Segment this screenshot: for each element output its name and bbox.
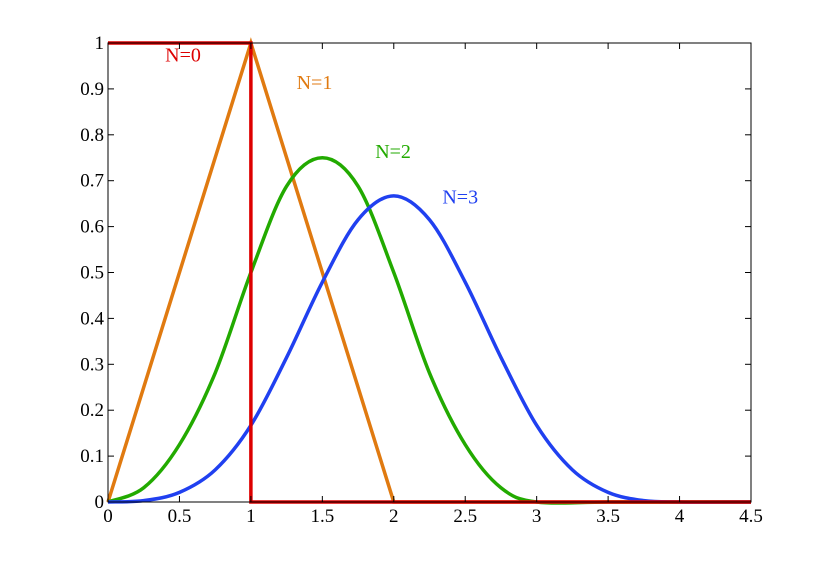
labels-layer: N=0 N=1 N=2 N=3	[165, 44, 478, 208]
y-tick-label: 1	[95, 33, 105, 54]
x-tick-label: 4.5	[739, 506, 763, 527]
x-tick-label: 2	[389, 506, 399, 527]
x-tick-label: 1	[246, 506, 256, 527]
series-label-n-3: N=3	[442, 187, 478, 209]
series-line-n-2	[107, 156, 751, 505]
y-tick-label: 0.1	[80, 446, 104, 467]
y-tick-label: 0.5	[80, 263, 104, 284]
series-line-n-1	[106, 37, 751, 504]
series-line-n-0	[108, 41, 751, 504]
y-tick-label: 0.9	[80, 79, 104, 100]
x-tick-label: 0	[103, 506, 113, 527]
x-tick-label: 1.5	[310, 506, 334, 527]
series-line-n-3	[107, 194, 752, 504]
series-label-n-0: N=0	[165, 44, 201, 66]
y-tick-label: 0.2	[80, 400, 104, 421]
series-label-n-1: N=1	[297, 72, 333, 94]
x-tick-label: 4	[675, 506, 685, 527]
y-tick-label: 0.3	[80, 354, 104, 375]
plot-frame	[107, 42, 752, 503]
series-label-n-2: N=2	[375, 141, 411, 163]
y-tick-label: 0	[95, 492, 105, 513]
y-tick-label: 0.7	[80, 171, 104, 192]
series-layer	[106, 37, 752, 505]
x-tick-label: 0.5	[168, 506, 192, 527]
y-tick-label: 0.6	[80, 217, 104, 238]
x-tick-label: 3.5	[596, 506, 620, 527]
x-tick-label: 2.5	[453, 506, 477, 527]
y-tick-label: 0.8	[80, 125, 104, 146]
ticks-layer: 0 0.5 1 1.5 2 2.5 3 3.5 4 4.5 0 0.1 0.2 0.3 0.4 0.5 0.6 0…	[80, 33, 763, 527]
x-tick-label: 3	[532, 506, 542, 527]
y-tick-label: 0.4	[80, 308, 104, 329]
